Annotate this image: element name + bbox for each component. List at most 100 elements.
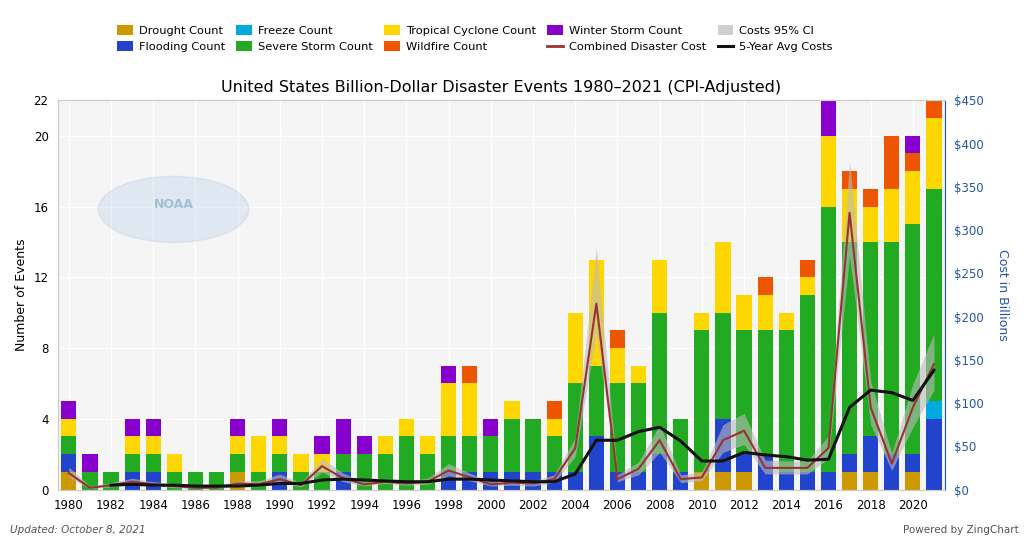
Bar <box>589 436 604 490</box>
Bar <box>336 454 351 472</box>
Bar <box>61 401 77 419</box>
Bar <box>821 207 836 472</box>
Bar <box>884 242 899 454</box>
Bar <box>589 260 604 366</box>
Bar <box>567 313 583 384</box>
Bar <box>863 242 879 436</box>
Bar <box>694 313 710 330</box>
Bar <box>293 472 308 490</box>
Bar <box>462 366 477 384</box>
Bar <box>483 472 499 490</box>
Bar <box>167 472 182 490</box>
Bar <box>863 189 879 207</box>
Bar <box>547 472 562 490</box>
Bar <box>610 348 625 384</box>
Bar <box>758 277 773 295</box>
Bar <box>483 419 499 436</box>
Bar <box>567 384 583 472</box>
Bar <box>61 419 77 436</box>
Bar <box>462 472 477 490</box>
Bar <box>103 472 119 490</box>
Bar <box>863 472 879 490</box>
Bar <box>336 472 351 490</box>
Bar <box>167 454 182 472</box>
Bar <box>399 436 414 490</box>
Bar <box>800 472 815 490</box>
Bar <box>736 295 752 330</box>
Bar <box>314 454 330 472</box>
Bar <box>462 436 477 472</box>
Bar <box>800 260 815 277</box>
Bar <box>272 436 288 454</box>
Bar <box>483 436 499 472</box>
Bar <box>209 472 224 490</box>
Bar <box>441 436 457 472</box>
Bar <box>927 47 942 118</box>
Bar <box>716 242 730 313</box>
Bar <box>589 366 604 436</box>
Bar <box>821 136 836 207</box>
Bar <box>927 189 942 401</box>
Bar <box>356 454 372 490</box>
Bar <box>610 330 625 348</box>
Bar <box>610 384 625 472</box>
Bar <box>230 472 245 490</box>
Bar <box>716 419 730 472</box>
Bar <box>420 454 435 490</box>
Bar <box>525 472 541 490</box>
Circle shape <box>98 176 249 243</box>
Bar <box>547 436 562 472</box>
Bar <box>145 419 161 436</box>
Bar <box>145 472 161 490</box>
Bar <box>441 384 457 436</box>
Bar <box>230 454 245 472</box>
Text: Updated: October 8, 2021: Updated: October 8, 2021 <box>10 525 145 535</box>
Bar <box>631 366 646 384</box>
Bar <box>378 436 393 454</box>
Bar <box>800 277 815 295</box>
Bar <box>842 454 857 472</box>
Bar <box>314 472 330 490</box>
Bar <box>336 419 351 454</box>
Bar <box>842 472 857 490</box>
Bar <box>272 454 288 472</box>
Bar <box>800 295 815 472</box>
Bar <box>694 472 710 490</box>
Bar <box>82 472 97 490</box>
Bar <box>505 401 519 419</box>
Title: United States Billion-Dollar Disaster Events 1980–2021 (CPI-Adjusted): United States Billion-Dollar Disaster Ev… <box>221 80 781 95</box>
Bar <box>905 153 921 171</box>
Bar <box>61 436 77 454</box>
Bar <box>505 419 519 472</box>
Bar <box>314 436 330 454</box>
Bar <box>272 419 288 436</box>
Bar <box>778 330 794 472</box>
Bar <box>230 419 245 436</box>
Bar <box>905 224 921 454</box>
Bar <box>863 207 879 242</box>
Bar <box>125 454 139 472</box>
Bar <box>356 436 372 454</box>
Bar <box>905 472 921 490</box>
Bar <box>673 419 688 472</box>
Bar <box>505 472 519 490</box>
Bar <box>863 436 879 472</box>
Bar <box>187 472 203 490</box>
Bar <box>736 330 752 454</box>
Bar <box>927 118 942 189</box>
Bar <box>125 419 139 436</box>
Bar <box>821 472 836 490</box>
Legend: Drought Count, Flooding Count, Freeze Count, Severe Storm Count, Tropical Cyclon: Drought Count, Flooding Count, Freeze Co… <box>113 20 838 56</box>
Bar <box>842 171 857 189</box>
Bar <box>778 313 794 330</box>
Bar <box>378 454 393 490</box>
Bar <box>821 101 836 136</box>
Bar <box>547 419 562 436</box>
Bar <box>82 454 97 472</box>
Bar <box>145 454 161 472</box>
Bar <box>251 436 266 472</box>
Text: Powered by ZingChart: Powered by ZingChart <box>903 525 1019 535</box>
Bar <box>927 419 942 490</box>
Bar <box>652 260 668 313</box>
Text: NOAA: NOAA <box>154 198 194 211</box>
